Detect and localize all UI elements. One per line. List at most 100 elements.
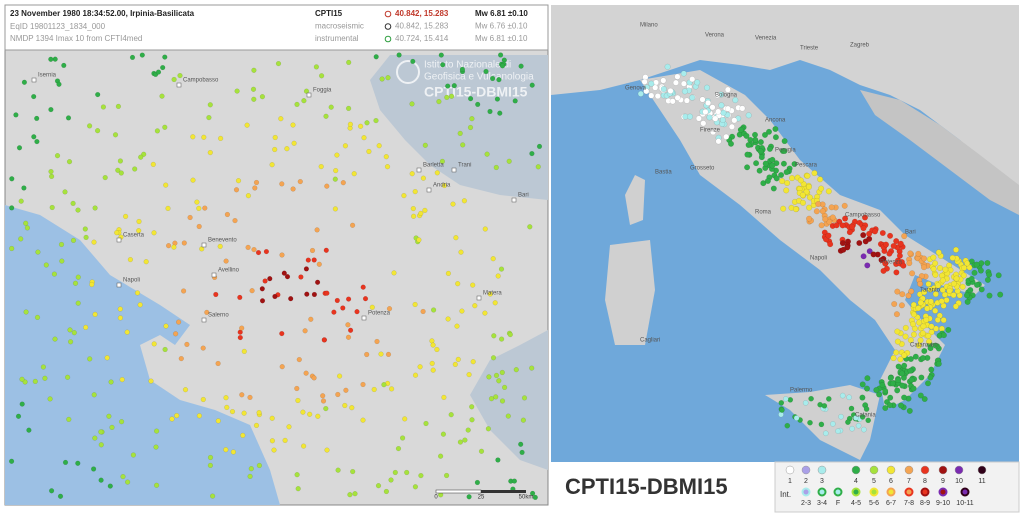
intensity-dot — [939, 287, 946, 294]
intensity-dot — [98, 429, 104, 435]
place-marker — [451, 167, 457, 173]
intensity-dot — [964, 298, 971, 305]
intensity-dot — [62, 459, 69, 466]
intensity-dot — [915, 305, 922, 312]
intensity-dot — [648, 92, 655, 99]
intensity-dot — [710, 129, 717, 136]
intensity-dot — [893, 238, 900, 245]
legend-swatch — [886, 465, 896, 475]
place-marker — [361, 315, 367, 321]
intensity-dot — [207, 150, 213, 156]
intensity-dot — [106, 413, 112, 419]
intensity-dot — [223, 395, 229, 401]
intensity-dot — [441, 394, 447, 401]
intensity-dot — [925, 281, 932, 288]
intensity-dot — [279, 252, 285, 258]
intensity-dot — [950, 280, 957, 287]
param-location: 40.842, 15.283 — [395, 22, 449, 31]
intensity-dot — [664, 63, 671, 70]
intensity-dot — [48, 106, 54, 113]
ionian-sea — [470, 330, 548, 470]
intensity-dot — [272, 293, 278, 300]
sardinia — [605, 240, 655, 345]
intensity-dot — [269, 438, 276, 444]
legend-title: CPTI15-DBMI15 — [565, 474, 728, 499]
intensity-dot — [879, 382, 886, 389]
legend-intensity: 4 — [854, 478, 858, 485]
legend-ring — [851, 487, 861, 497]
intensity-dot — [251, 96, 257, 102]
intensity-dot — [294, 472, 300, 478]
intensity-dot — [154, 482, 160, 488]
intensity-dot — [207, 462, 214, 469]
intensity-dot — [234, 88, 240, 94]
intensity-dot — [311, 291, 318, 298]
intensity-dot — [898, 402, 905, 409]
intensity-dot — [64, 374, 71, 380]
place-label: Barletta — [423, 163, 444, 169]
intensity-dot — [21, 185, 27, 191]
intensity-dot — [163, 323, 169, 329]
intensity-dot — [483, 68, 489, 75]
intensity-dot — [466, 494, 472, 500]
intensity-dot — [907, 337, 914, 344]
intensity-dot — [499, 398, 506, 404]
intensity-dot — [48, 169, 54, 175]
intensity-dot — [459, 308, 465, 314]
intensity-dot — [815, 200, 822, 207]
place-label: Foggia — [313, 88, 332, 94]
intensity-dot — [241, 348, 247, 355]
intensity-dot — [873, 387, 880, 394]
intensity-dot — [930, 266, 937, 273]
intensity-dot — [961, 264, 968, 271]
intensity-dot — [909, 270, 916, 277]
intensity-dot — [886, 250, 893, 257]
intensity-dot — [906, 260, 913, 267]
legend-range: F — [836, 500, 840, 507]
intensity-dot — [252, 185, 258, 191]
intensity-dot — [92, 311, 98, 318]
intensity-dot — [469, 404, 475, 410]
place-label: Bari — [518, 193, 529, 199]
place-label: Verona — [705, 33, 725, 39]
intensity-dot — [323, 406, 329, 412]
intensity-dot — [454, 323, 460, 329]
intensity-dot — [927, 298, 934, 305]
intensity-dot — [705, 99, 712, 106]
intensity-dot — [187, 214, 193, 221]
intensity-dot — [305, 257, 311, 263]
intensity-dot — [495, 457, 501, 463]
intensity-dot — [366, 148, 372, 155]
intensity-dot — [687, 113, 694, 120]
intensity-dot — [412, 301, 418, 308]
intensity-dot — [518, 441, 524, 447]
intensity-dot — [490, 75, 496, 82]
intensity-dot — [410, 206, 416, 212]
place-label: Genova — [625, 86, 647, 92]
intensity-dot — [303, 266, 310, 272]
intensity-dot — [846, 229, 853, 236]
intensity-dot — [26, 427, 32, 433]
intensity-dot — [410, 58, 416, 65]
intensity-dot — [637, 90, 644, 97]
intensity-dot — [828, 204, 835, 211]
intensity-dot — [249, 288, 255, 294]
intensity-dot — [887, 375, 894, 382]
intensity-dot — [778, 411, 784, 418]
intensity-dot — [417, 364, 423, 370]
intensity-dot — [316, 261, 322, 267]
intensity-dot — [224, 211, 231, 218]
intensity-dot — [826, 396, 832, 402]
intensity-dot — [360, 284, 366, 290]
intensity-dot — [313, 64, 320, 70]
intensity-dot — [890, 355, 897, 362]
intensity-dot — [290, 186, 296, 192]
intensity-dot — [910, 301, 917, 308]
intensity-dot — [529, 151, 535, 157]
intensity-dot — [800, 199, 807, 206]
intensity-dot — [445, 83, 451, 89]
intensity-dot — [259, 286, 265, 292]
intensity-dot — [92, 205, 98, 211]
intensity-dot — [968, 275, 975, 282]
intensity-dot — [296, 357, 302, 363]
